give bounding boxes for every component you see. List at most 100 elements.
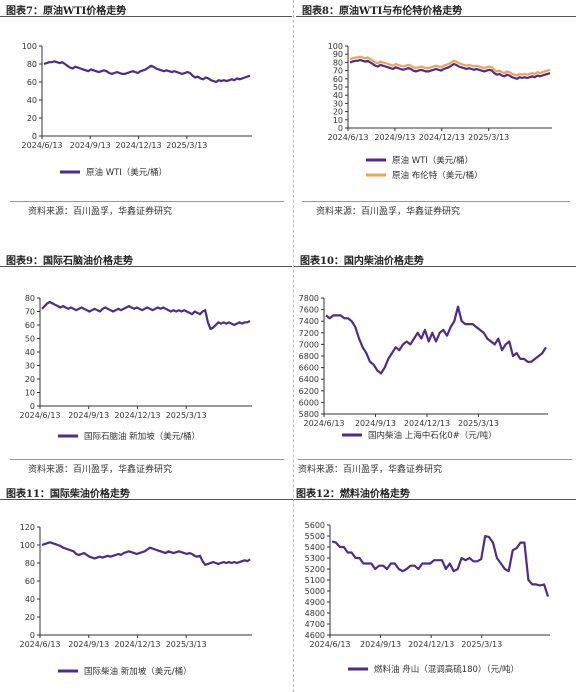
x-tick-label: 2024/9/13 [68,640,109,649]
series-line-0 [41,300,251,331]
x-tick-label: 2024/6/13 [327,133,368,142]
y-tick-label: 100 [20,541,35,550]
y-tick-label: 7600 [299,306,319,315]
y-tick-label: 6800 [299,352,319,361]
title-rule [0,266,292,267]
y-tick-label: 6400 [299,375,319,384]
y-tick-label: 5300 [305,554,325,563]
y-tick-label: 6600 [299,364,319,373]
y-tick-label: 70 [25,308,35,317]
x-tick-label: 2024/12/13 [114,640,160,649]
panel-chart-11: 图表11：国际柴油价格走势 0 20 40 60 80 100 120 2024/6/13 20… [0,483,292,692]
legend-label: 原油 布伦特（美元/桶） [392,170,483,181]
legend-label: 原油 WTI（美元/桶） [392,155,473,166]
x-tick-label: 2024/12/13 [114,411,160,420]
panel-chart-8: 图表8：原油WTI与布伦特价格走势 0 10 20 30 40 50 60 70 80 90 100… [296,0,576,228]
title-rule [296,16,576,17]
x-tick-label: 2024/9/13 [355,419,396,428]
y-tick-label: 50 [333,83,343,92]
x-tick-label: 2024/6/13 [303,419,344,428]
x-tick-label: 2024/6/13 [19,640,60,649]
panel-chart-9: 图表9：国际石脑油价格走势 0 10 20 30 40 50 60 70 80 2024/6/13… [0,250,292,482]
chart-10: 5800 6000 6200 6400 6600 6800 7000 7200 7400 7600… [299,294,548,441]
y-tick-label: 60 [333,75,343,84]
y-tick-label: 120 [20,523,35,532]
y-tick-label: 20 [25,375,35,384]
y-tick-label: 10 [25,389,35,398]
x-tick-label: 2025/3/13 [461,640,502,649]
source-rule [302,201,570,202]
x-tick-label: 2025/3/13 [166,640,207,649]
x-tick-label: 2024/12/13 [115,141,161,150]
y-tick-label: 60 [25,577,35,586]
panel-chart-12: 图表12：燃料油价格走势 4600 4700 4800 4900 5000 5100 520… [290,483,576,692]
y-tick-label: 80 [25,294,35,303]
y-tick-label: 80 [25,559,35,568]
x-tick-label: 2024/12/13 [404,419,450,428]
title-rule [290,499,576,500]
y-tick-label: 6000 [299,398,319,407]
y-tick-label: 4600 [305,631,325,640]
panel-chart-10: 图表10：国内柴油价格走势 5800 6000 6200 6400 6600 6800 70… [294,250,576,482]
legend-label: 燃料油 舟山（混调高硫180）（元/吨） [374,664,519,675]
y-tick-label: 70 [333,67,343,76]
source-note: 资料来源：百川盈孚，华鑫证券研究 [298,465,443,475]
title-rule [294,266,576,267]
y-tick-label: 60 [27,78,37,87]
y-tick-label: 7200 [299,329,319,338]
y-tick-label: 5100 [305,576,325,585]
y-tick-label: 4700 [305,620,325,629]
y-tick-label: 7800 [299,294,319,303]
y-tick-label: 5200 [305,565,325,574]
x-tick-label: 2024/6/13 [19,411,60,420]
y-tick-label: 100 [328,42,343,51]
chart-title: 图表12：燃料油价格走势 [296,489,410,500]
x-tick-label: 2024/9/13 [68,411,109,420]
chart-11: 0 20 40 60 80 100 120 2024/6/13 2024/9/13 2024/12… [19,523,252,677]
y-tick-label: 7400 [299,317,319,326]
title-rule [0,16,292,17]
legend-label: 国内柴油 上海中石化0#（元/吨） [368,430,497,441]
chart-9: 0 10 20 30 40 50 60 70 80 2024/6/13 2024/9/13 2024/… [19,294,252,442]
source-note: 资料来源：百川盈孚，华鑫证券研究 [28,465,173,475]
x-tick-label: 2025/3/13 [166,141,207,150]
x-tick-label: 2024/9/13 [70,141,111,150]
source-note: 资料来源：百川盈孚，华鑫证券研究 [316,207,461,217]
y-tick-label: 30 [333,99,343,108]
y-tick-label: 60 [25,321,35,330]
series-line-0 [331,534,550,597]
y-tick-label: 5500 [305,532,325,541]
x-tick-label: 2025/3/13 [468,133,509,142]
x-tick-label: 2025/3/13 [458,419,499,428]
y-tick-label: 30 [25,362,35,371]
chart-title: 图表9：国际石脑油价格走势 [6,256,133,267]
y-tick-label: 0 [30,402,35,411]
x-tick-label: 2024/6/13 [21,141,62,150]
chart-title: 图表7：原油WTI价格走势 [6,6,127,17]
y-tick-label: 7000 [299,340,319,349]
y-tick-label: 5800 [299,410,319,419]
y-tick-label: 40 [27,96,37,105]
x-tick-label: 2024/9/13 [374,133,415,142]
y-tick-label: 50 [25,335,35,344]
x-tick-label: 2024/6/13 [309,640,350,649]
x-tick-label: 2025/3/13 [166,411,207,420]
x-tick-label: 2024/12/13 [419,133,465,142]
title-rule [0,499,292,500]
series-line-0 [41,541,251,566]
legend-label: 原油 WTI（美元/桶） [86,167,167,178]
y-tick-label: 40 [25,595,35,604]
legend-label: 国际石脑油 新加坡（美元/桶） [84,431,200,442]
y-tick-label: 40 [25,348,35,357]
y-tick-label: 20 [333,108,343,117]
chart-title: 图表8：原油WTI与布伦特价格走势 [302,6,463,17]
y-tick-label: 0 [32,132,37,141]
y-tick-label: 0 [338,124,343,133]
source-rule [298,459,572,460]
series-line-0 [349,58,551,80]
y-tick-label: 5400 [305,543,325,552]
y-tick-label: 80 [27,60,37,69]
y-tick-label: 5000 [305,587,325,596]
column-divider [293,0,294,692]
